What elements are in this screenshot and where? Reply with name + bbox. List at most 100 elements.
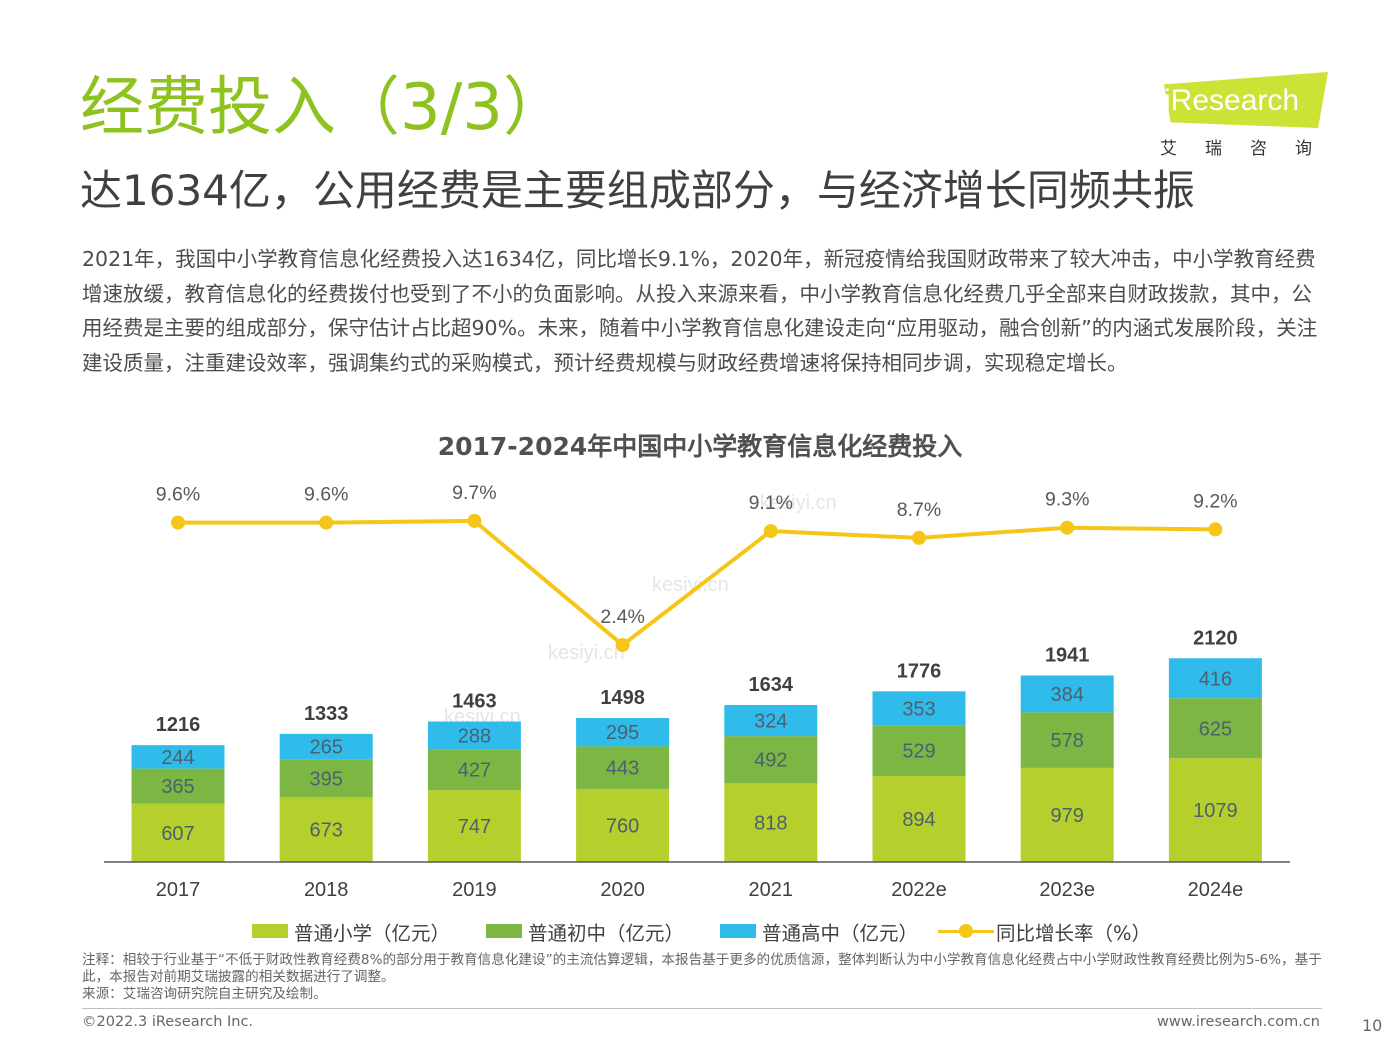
- legend-swatch: [720, 924, 756, 938]
- growth-label: 9.7%: [452, 482, 496, 504]
- page-subtitle: 达1634亿，公用经费是主要组成部分，与经济增长同频共振: [80, 166, 1195, 215]
- legend-item-senior: 普通高中（亿元）: [720, 916, 918, 946]
- data-label: 1079: [1193, 800, 1238, 822]
- growth-label: 9.6%: [156, 484, 200, 506]
- bar-segment: [427, 749, 521, 791]
- bar-segment: [1020, 767, 1114, 862]
- data-label: 295: [606, 722, 639, 744]
- growth-label: 9.2%: [1193, 490, 1237, 512]
- x-tick-label: 2020: [600, 879, 645, 901]
- source-text: 来源：艾瑞咨询研究院自主研究及绘制。: [82, 986, 327, 1002]
- bar-segment: [576, 788, 670, 862]
- data-label: 979: [1051, 805, 1084, 827]
- data-label: 578: [1051, 730, 1084, 752]
- bar-segment: [131, 803, 225, 862]
- legend-label: 普通初中（亿元）: [528, 921, 685, 945]
- data-label: 384: [1051, 684, 1084, 706]
- iresearch-logo: iResearch 艾瑞咨询: [1156, 72, 1328, 159]
- page-title: 经费投入（3/3）: [80, 71, 567, 145]
- data-label: 607: [161, 823, 194, 845]
- bar-segment: [872, 776, 966, 862]
- data-label: 265: [310, 737, 343, 759]
- x-tick-label: 2018: [304, 879, 349, 901]
- watermark-text: kesiyi.cn: [548, 642, 625, 664]
- page-number: 10: [1362, 1016, 1383, 1035]
- website-link[interactable]: www.iresearch.com.cn: [1157, 1014, 1320, 1030]
- bar-segment: [724, 736, 818, 784]
- bar-segment: [427, 721, 521, 750]
- bar-segment: [279, 797, 373, 862]
- body-paragraph: 2021年，我国中小学教育信息化经费投入达1634亿，同比增长9.1%，2020…: [82, 247, 1318, 375]
- bar-segment: [1020, 675, 1114, 713]
- bar-segment: [131, 768, 225, 804]
- data-label: 747: [458, 816, 491, 838]
- legend-item-primary: 普通小学（亿元）: [252, 916, 450, 946]
- bar-segment: [427, 790, 521, 862]
- bar-segment: [1168, 758, 1262, 862]
- total-label: 1333: [304, 703, 349, 725]
- chart-title: 2017-2024年中国中小学教育信息化经费投入: [437, 432, 963, 461]
- growth-point: [319, 515, 334, 530]
- growth-point: [1060, 520, 1075, 535]
- x-tick-label: 2021: [749, 879, 794, 901]
- total-label: 2120: [1193, 627, 1238, 649]
- watermark-text: kesiyi.cn: [760, 492, 837, 514]
- data-label: 244: [161, 747, 194, 769]
- growth-point: [467, 513, 482, 528]
- bar-segment: [279, 733, 373, 760]
- data-label: 365: [161, 776, 194, 798]
- legend-label: 普通高中（亿元）: [762, 921, 919, 945]
- legend-swatch: [486, 924, 522, 938]
- x-tick-label: 2024e: [1188, 879, 1244, 901]
- legend-label: 普通小学（亿元）: [294, 921, 451, 945]
- data-label: 492: [754, 750, 787, 772]
- x-tick-label: 2019: [452, 879, 497, 901]
- bar-segment: [131, 745, 225, 769]
- growth-line: [178, 518, 1216, 647]
- logo-cn-text: 艾瑞咨询: [1160, 139, 1340, 159]
- bar-segment: [1168, 698, 1262, 759]
- total-label: 1941: [1045, 644, 1090, 666]
- total-label: 1216: [156, 714, 201, 736]
- bar-segment: [1168, 658, 1262, 699]
- x-tick-label: 2023e: [1039, 879, 1095, 901]
- footer-divider: [82, 1008, 1322, 1009]
- legend-swatch: [252, 924, 288, 938]
- legend-line-swatch: [938, 924, 994, 938]
- x-tick-label: 2017: [156, 879, 201, 901]
- legend-label: 同比增长率（%）: [996, 921, 1152, 945]
- bar-segment: [279, 759, 373, 798]
- total-label: 1634: [749, 674, 794, 696]
- growth-label: 9.6%: [304, 484, 348, 506]
- data-label: 760: [606, 815, 639, 837]
- bar-segment: [1020, 712, 1114, 768]
- growth-label: 9.3%: [1045, 489, 1089, 511]
- note-text: 注释：相较于行业基于“不低于财政性教育经费8%的部分用于教育信息化建设”的主流估…: [82, 952, 1322, 985]
- chart-note: 注释：相较于行业基于“不低于财政性教育经费8%的部分用于教育信息化建设”的主流估…: [82, 952, 1332, 1003]
- total-label: 1463: [452, 691, 497, 713]
- growth-point: [615, 638, 630, 652]
- data-label: 427: [458, 760, 491, 782]
- data-label: 288: [458, 725, 491, 747]
- bar-segment: [576, 746, 670, 789]
- bar-segment: [724, 783, 818, 862]
- growth-point: [1208, 522, 1223, 537]
- data-label: 395: [310, 768, 343, 790]
- bar-segment: [872, 691, 966, 726]
- data-label: 673: [310, 820, 343, 842]
- growth-label: 8.7%: [897, 499, 941, 521]
- legend-item-junior: 普通初中（亿元）: [486, 916, 684, 946]
- data-label: 625: [1199, 718, 1232, 740]
- growth-point: [171, 515, 185, 530]
- growth-point: [763, 524, 778, 539]
- growth-label: 2.4%: [600, 606, 644, 628]
- bar-segment: [576, 718, 670, 747]
- logo-text: iResearch: [1164, 84, 1300, 117]
- bar-segment: [872, 725, 966, 777]
- growth-point: [912, 530, 926, 545]
- data-label: 443: [606, 758, 639, 780]
- x-tick-label: 2022e: [891, 879, 947, 901]
- data-label: 416: [1199, 668, 1232, 690]
- bar-segment: [724, 704, 818, 737]
